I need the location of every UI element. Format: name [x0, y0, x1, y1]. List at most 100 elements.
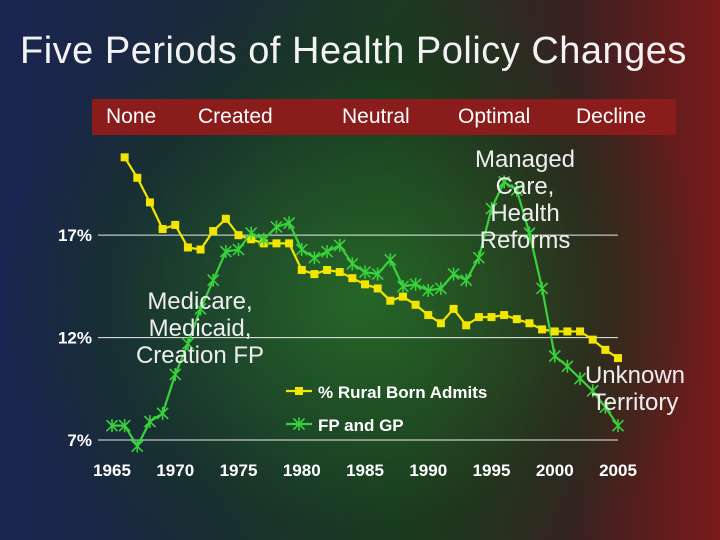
data-point-rural-born-admits [209, 227, 218, 236]
data-point-rural-born-admits [234, 231, 243, 240]
data-point-fp-and-gp [118, 419, 131, 433]
data-point-fp-and-gp [105, 419, 119, 433]
data-point-fp-and-gp [308, 251, 321, 265]
legend-label-rural: % Rural Born Admits [318, 383, 487, 402]
data-point-rural-born-admits [323, 265, 332, 274]
data-point-fp-and-gp [169, 367, 182, 381]
data-point-rural-born-admits [145, 198, 154, 207]
data-point-fp-and-gp [409, 277, 422, 291]
data-point-rural-born-admits [297, 265, 306, 274]
data-point-rural-born-admits [449, 304, 458, 313]
data-point-rural-born-admits [373, 284, 382, 293]
data-point-rural-born-admits [285, 239, 294, 248]
x-tick-label: 1985 [346, 461, 384, 480]
data-point-fp-and-gp [257, 232, 270, 246]
y-tick-label: 17% [58, 226, 92, 245]
data-point-rural-born-admits [512, 315, 521, 324]
period-label-none: None [106, 105, 157, 128]
data-point-rural-born-admits [487, 313, 496, 322]
data-point-rural-born-admits [563, 327, 572, 336]
data-point-fp-and-gp [523, 226, 536, 240]
data-point-fp-and-gp [548, 349, 561, 363]
data-point-rural-born-admits [588, 335, 597, 344]
data-point-fp-and-gp [232, 243, 245, 257]
annotation-medicare: Medicare, Medicaid, Creation FP [135, 288, 265, 369]
period-label-created: Created [198, 105, 273, 128]
data-point-rural-born-admits [158, 225, 167, 234]
data-point-rural-born-admits [601, 345, 610, 354]
series-line-rural-born-admits [123, 156, 619, 359]
data-point-rural-born-admits [361, 280, 369, 289]
data-point-rural-born-admits [525, 319, 534, 328]
data-point-fp-and-gp [194, 302, 207, 316]
data-point-rural-born-admits [221, 214, 230, 223]
period-label-neutral: Neutral [342, 105, 410, 128]
data-point-rural-born-admits [436, 319, 445, 328]
data-point-rural-born-admits [550, 327, 559, 336]
data-point-rural-born-admits [348, 274, 357, 283]
data-point-rural-born-admits [171, 220, 180, 229]
data-point-rural-born-admits [576, 327, 585, 336]
data-point-fp-and-gp [460, 273, 473, 287]
period-label-decline: Decline [576, 105, 647, 128]
data-point-fp-and-gp [498, 175, 511, 189]
data-point-rural-born-admits [183, 243, 192, 252]
data-point-fp-and-gp [434, 281, 447, 295]
legend-marker-rural [295, 387, 303, 395]
data-point-fp-and-gp [396, 279, 410, 293]
data-point-rural-born-admits [196, 245, 205, 254]
annotation-unknown-territory: Unknown Territory [584, 362, 686, 416]
data-point-rural-born-admits [474, 313, 483, 322]
data-point-fp-and-gp [510, 183, 523, 197]
data-point-fp-and-gp [422, 283, 435, 297]
period-bar: None Created Neutral Optimal Decline [92, 99, 676, 135]
data-point-fp-and-gp [283, 216, 296, 230]
data-point-rural-born-admits [500, 311, 509, 320]
data-point-fp-and-gp [358, 265, 372, 279]
data-point-rural-born-admits [614, 354, 622, 363]
data-point-fp-and-gp [536, 281, 549, 295]
data-point-fp-and-gp [320, 245, 334, 259]
data-point-fp-and-gp [219, 245, 232, 259]
data-point-rural-born-admits [335, 268, 344, 277]
data-point-rural-born-admits [272, 239, 281, 248]
data-point-rural-born-admits [411, 300, 420, 309]
x-tick-label: 1965 [93, 461, 131, 480]
data-point-fp-and-gp [599, 400, 612, 414]
data-point-fp-and-gp [270, 220, 283, 234]
period-label-optimal: Optimal [458, 105, 531, 128]
data-point-rural-born-admits [133, 173, 142, 182]
data-point-fp-and-gp [561, 359, 574, 373]
data-point-rural-born-admits [310, 270, 319, 279]
data-point-fp-and-gp [485, 202, 498, 216]
legend-marker-fpgp [292, 417, 306, 431]
data-point-rural-born-admits [120, 153, 129, 162]
y-tick-label: 12% [58, 329, 92, 348]
data-point-fp-and-gp [295, 243, 308, 257]
data-point-fp-and-gp [245, 226, 258, 240]
legend-label-fpgp: FP and GP [318, 416, 404, 435]
data-point-rural-born-admits [398, 292, 407, 301]
x-tick-label: 1995 [473, 461, 511, 480]
x-tick-label: 1975 [220, 461, 258, 480]
data-point-rural-born-admits [386, 296, 395, 305]
x-tick-label: 2000 [536, 461, 574, 480]
data-point-fp-and-gp [586, 384, 599, 398]
x-tick-label: 1990 [409, 461, 447, 480]
data-point-fp-and-gp [371, 267, 384, 281]
data-point-fp-and-gp [156, 406, 169, 420]
data-point-fp-and-gp [207, 273, 220, 287]
data-point-fp-and-gp [181, 337, 194, 351]
data-point-fp-and-gp [143, 415, 157, 429]
data-point-fp-and-gp [346, 257, 359, 271]
data-point-fp-and-gp [333, 238, 346, 252]
data-point-fp-and-gp [472, 251, 485, 265]
y-tick-label: 7% [67, 431, 92, 450]
slide-title: Five Periods of Health Policy Changes [20, 30, 687, 72]
annotation-managed-care: Managed Care, Health Reforms [474, 146, 576, 254]
x-tick-label: 1970 [156, 461, 194, 480]
data-point-rural-born-admits [424, 311, 433, 320]
data-point-rural-born-admits [538, 325, 547, 334]
data-point-fp-and-gp [131, 439, 144, 453]
